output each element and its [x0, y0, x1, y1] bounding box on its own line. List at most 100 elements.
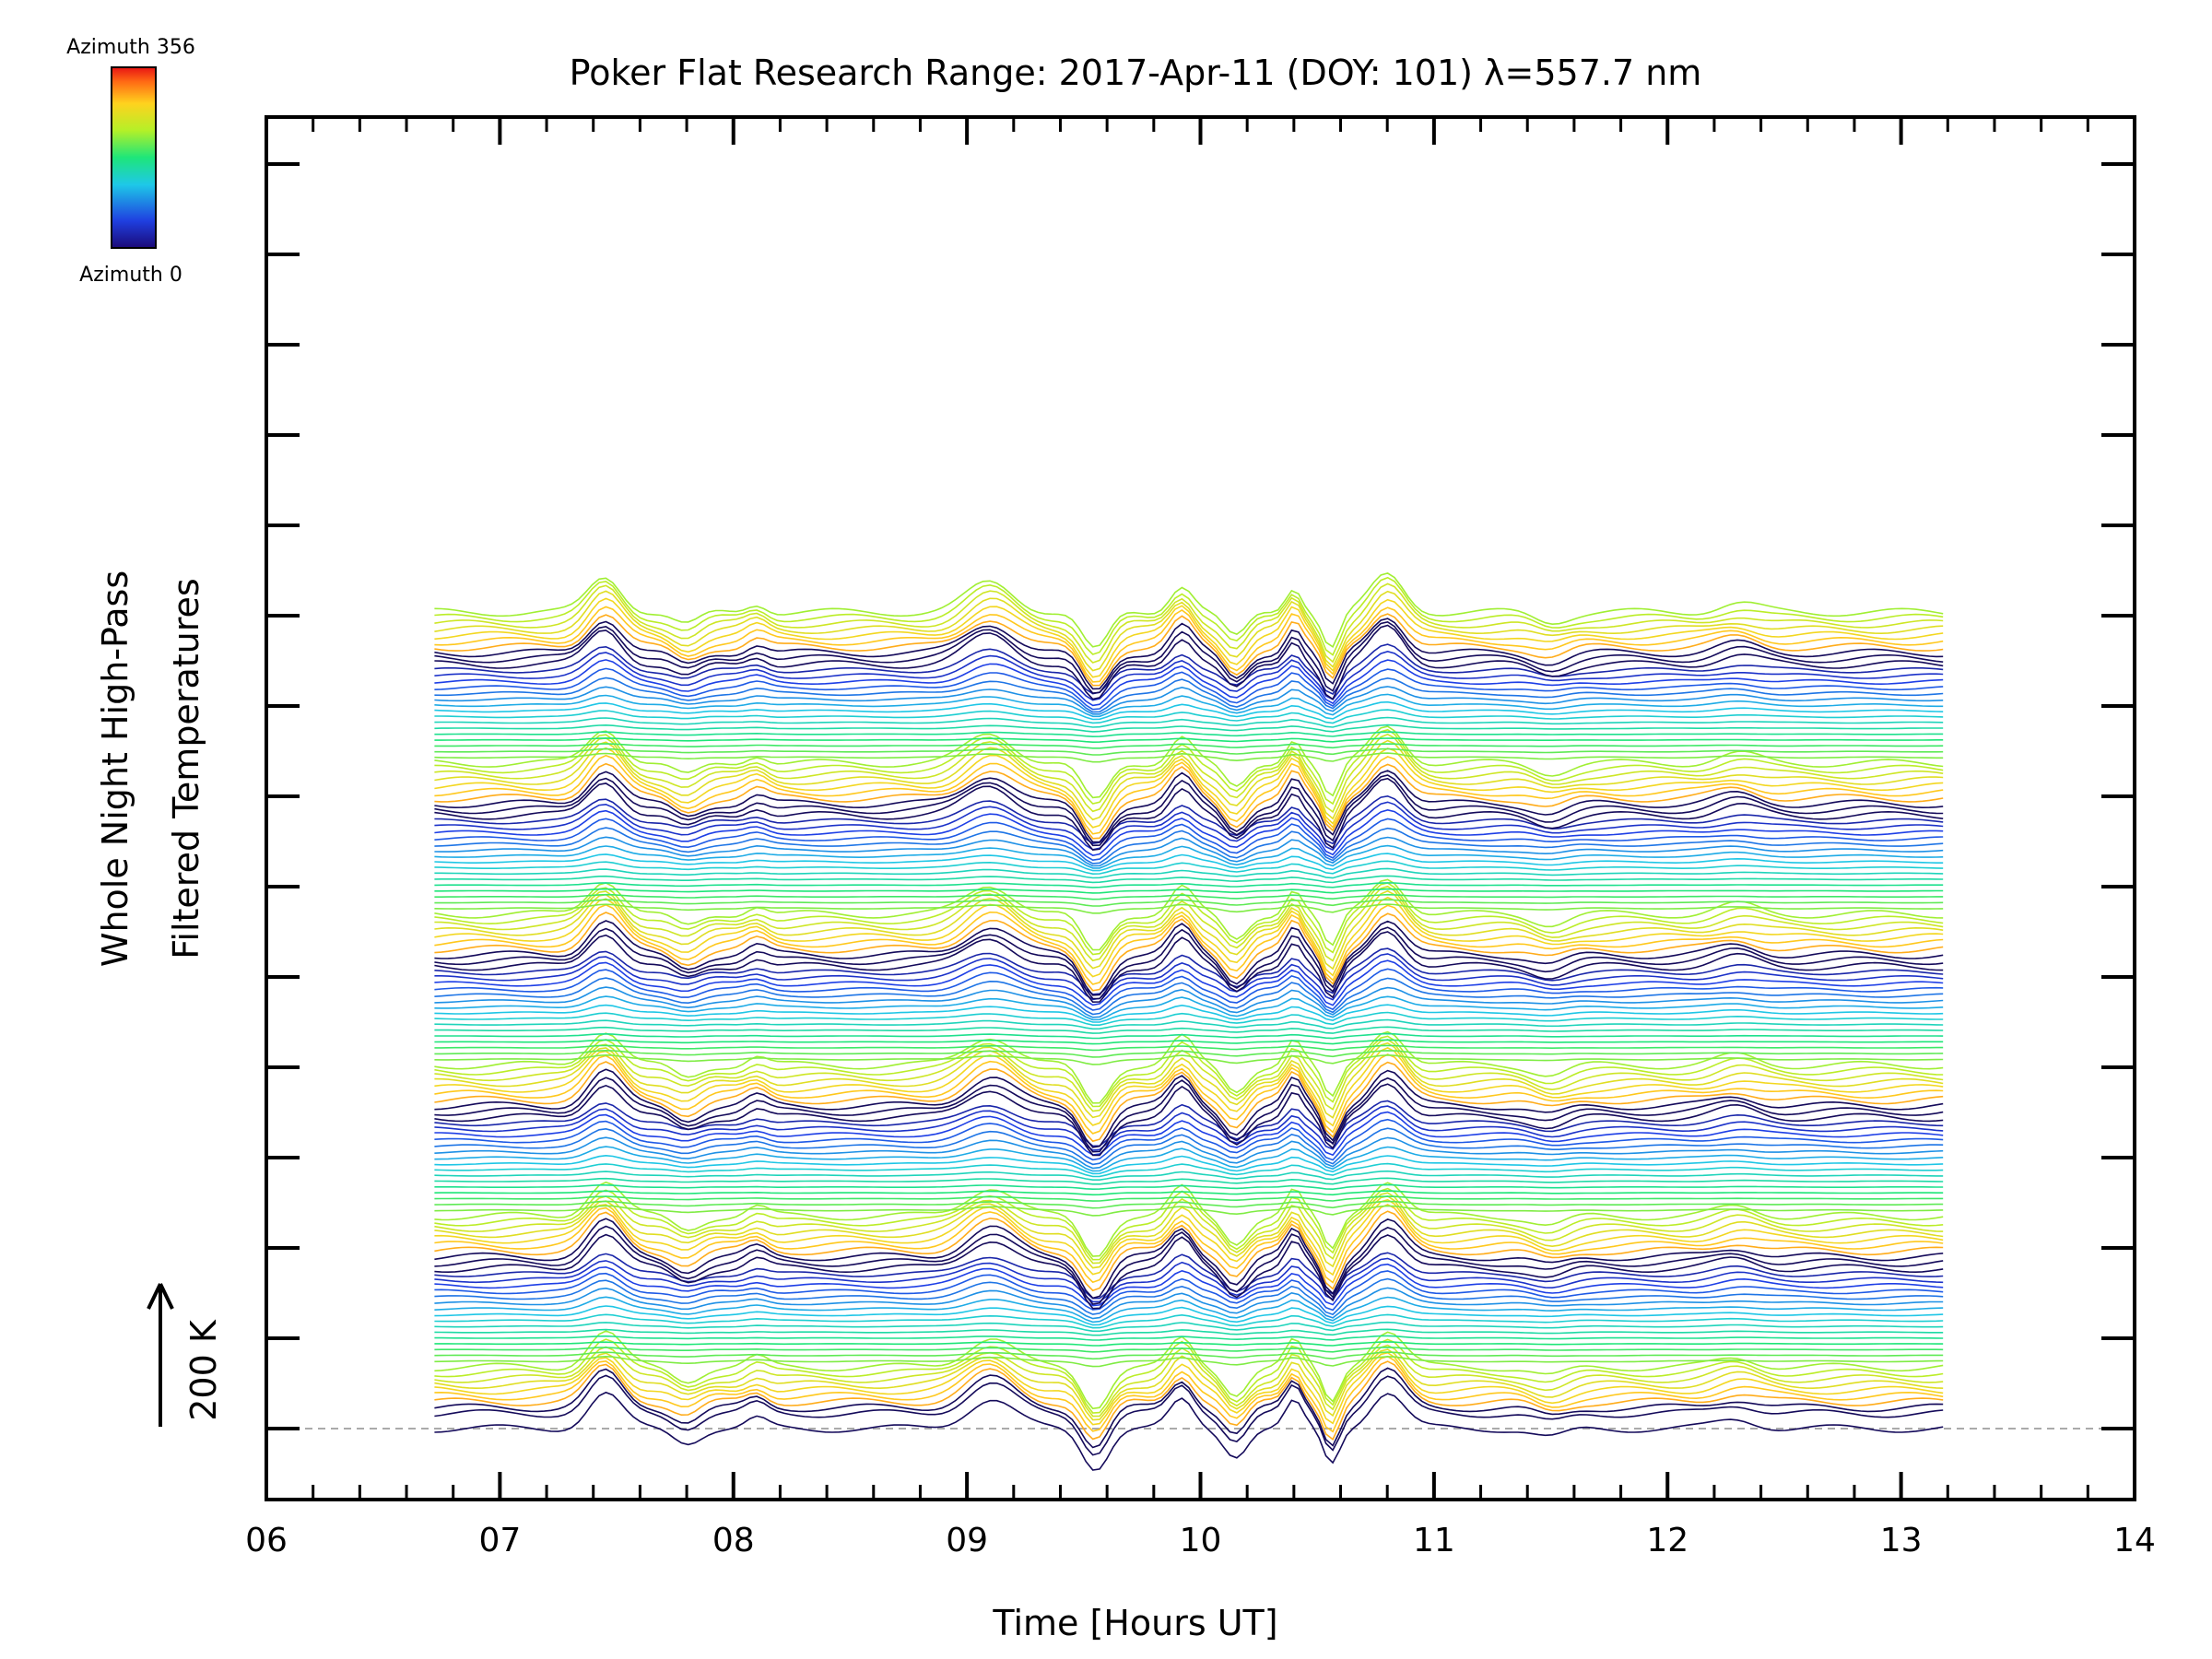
trace-line — [434, 947, 1944, 995]
trace-line — [434, 836, 1944, 867]
trace-line — [434, 643, 1944, 696]
trace-line — [434, 724, 1944, 733]
trace-line — [434, 882, 1944, 956]
trace-line — [434, 1328, 1944, 1336]
trace-line — [434, 1233, 1944, 1310]
trace-line — [434, 1053, 1944, 1135]
trace-line — [434, 1032, 1944, 1040]
trace-line — [434, 920, 1944, 996]
trace-line — [434, 808, 1944, 856]
trace-line — [434, 693, 1944, 718]
trace-line — [434, 1018, 1944, 1030]
trace-line — [434, 1351, 1944, 1426]
trace-line — [434, 1346, 1944, 1353]
trace-line — [434, 1049, 1944, 1058]
x-tick-label: 14 — [2113, 1522, 2156, 1559]
trace-line — [434, 728, 1944, 806]
trace-line — [434, 878, 1944, 951]
x-tick-label: 13 — [1880, 1522, 1923, 1559]
trace-line — [434, 844, 1944, 869]
colorbar: Azimuth 356 Azimuth 0 — [66, 36, 195, 287]
trace-line — [434, 1341, 1944, 1347]
trace-line — [434, 1287, 1944, 1320]
axes: 06 07 08 09 10 11 12 13 14 — [245, 115, 2156, 1559]
trace-line — [434, 1225, 1944, 1305]
trace-line — [434, 1039, 1944, 1112]
trace-line — [434, 1391, 1944, 1471]
colorbar-top-label: Azimuth 356 — [66, 36, 195, 59]
trace-line — [434, 1263, 1944, 1307]
trace-line — [434, 590, 1944, 672]
trace-line — [434, 926, 1944, 1000]
colorbar-bottom-label: Azimuth 0 — [79, 264, 182, 287]
trace-line — [434, 1044, 1944, 1052]
trace-line — [434, 1083, 1944, 1157]
trace-line — [434, 818, 1944, 862]
trace-line — [434, 1205, 1944, 1217]
trace-line — [434, 1162, 1944, 1178]
trace-line — [434, 618, 1944, 690]
scale-arrow-head — [147, 1283, 174, 1310]
trace-line — [434, 747, 1944, 756]
trace-line — [434, 700, 1944, 721]
trace-line — [434, 1195, 1944, 1202]
trace-line — [434, 737, 1944, 744]
trace-line — [434, 1183, 1944, 1191]
trace-line — [434, 576, 1944, 656]
scale-label: 200 K — [183, 1319, 224, 1421]
trace-line — [434, 1344, 1944, 1418]
trace-line — [434, 1338, 1944, 1414]
trace-line — [434, 801, 1944, 852]
x-tick-label: 12 — [1646, 1522, 1688, 1559]
trace-line — [434, 882, 1944, 888]
x-tick-label: 07 — [478, 1522, 521, 1559]
trace-line — [434, 725, 1944, 799]
trace-line — [434, 709, 1944, 724]
trace-line — [434, 762, 1944, 840]
trace-line — [434, 770, 1944, 843]
trace-line — [434, 931, 1944, 1004]
trace-line — [434, 1355, 1944, 1368]
trace-line — [434, 597, 1944, 678]
trace-line — [434, 1210, 1944, 1292]
trace-line — [434, 1218, 1944, 1300]
trace-line — [434, 677, 1944, 713]
trace-line — [434, 1127, 1944, 1166]
trace-line — [434, 986, 1944, 1018]
trace-line — [434, 1355, 1944, 1433]
trace-line — [434, 1030, 1944, 1104]
x-tick-label: 09 — [946, 1522, 988, 1559]
trace-line — [434, 1305, 1944, 1326]
trace-line — [434, 752, 1944, 763]
colorbar-gradient — [111, 66, 157, 249]
trace-line — [434, 1011, 1944, 1026]
trace-line — [434, 716, 1944, 728]
trace-line — [434, 739, 1944, 821]
trace-line — [434, 995, 1944, 1021]
trace-line — [434, 1136, 1944, 1170]
trace-line — [434, 1077, 1944, 1153]
trace-line — [434, 794, 1944, 845]
trace-line — [434, 731, 1944, 738]
trace-line — [434, 1177, 1944, 1185]
trace-line — [434, 1181, 1944, 1257]
trace-line — [434, 1296, 1944, 1324]
trace-line — [434, 747, 1944, 829]
trace-line — [434, 1047, 1944, 1127]
plot-frame — [265, 115, 2136, 1501]
trace-line — [434, 1367, 1944, 1449]
trace-line — [434, 903, 1944, 914]
trace-line — [434, 888, 1944, 894]
x-tick-label: 06 — [245, 1522, 288, 1559]
trace-line — [434, 959, 1944, 1006]
trace-line — [434, 686, 1944, 715]
trace-line — [434, 1111, 1944, 1157]
trace-line — [434, 1187, 1944, 1261]
y-axis-label: Whole Night High-Pass Filtered Temperatu… — [95, 571, 206, 967]
trace-line — [434, 899, 1944, 907]
trace-line — [434, 667, 1944, 711]
trace-line — [434, 774, 1944, 847]
traces — [434, 572, 1944, 1471]
trace-line — [434, 1061, 1944, 1143]
trace-line — [434, 1105, 1944, 1151]
